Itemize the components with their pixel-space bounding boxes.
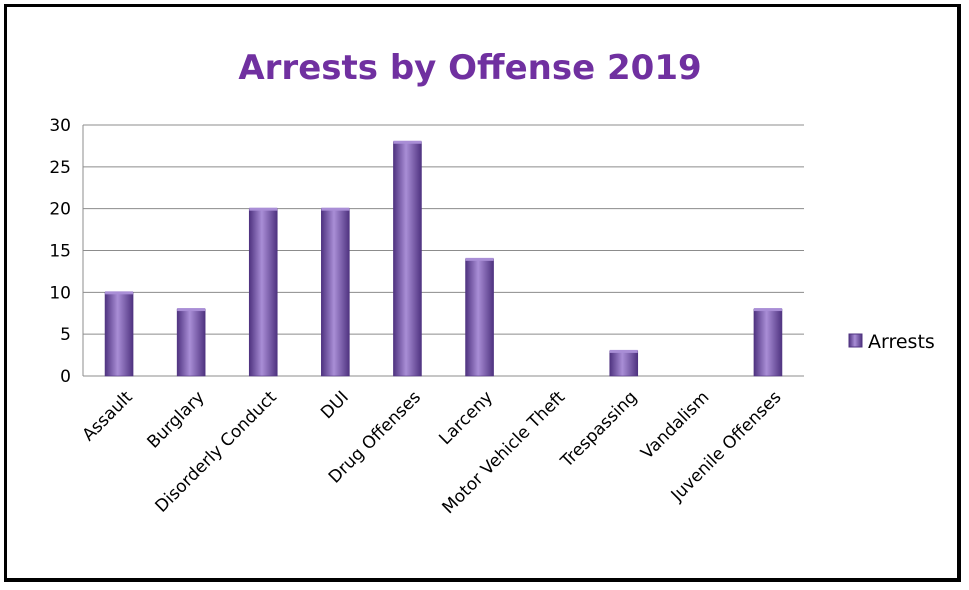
bars — [104, 140, 783, 377]
chart-title: Arrests by Offense 2019 — [238, 48, 701, 88]
legend-label-arrests: Arrests — [868, 331, 935, 353]
y-tick-label: 15 — [49, 242, 71, 262]
y-axis-ticks: 0 5 10 15 20 25 30 — [49, 116, 71, 387]
bar — [104, 292, 134, 377]
bar-top — [105, 291, 134, 295]
x-tick-label: Disorderly Conduct — [152, 387, 282, 517]
bar — [465, 258, 494, 377]
x-tick-label: Burglary — [144, 387, 209, 452]
bar-top — [393, 140, 422, 144]
x-tick-label: Assault — [79, 387, 137, 445]
y-tick-label: 20 — [49, 200, 71, 220]
bar — [321, 208, 350, 377]
legend: Arrests — [848, 331, 935, 353]
bar-top — [753, 308, 782, 312]
bar-top — [249, 207, 278, 211]
chart-frame: Arrests by Offense 2019 0 5 10 15 20 25 30 Ass… — [4, 4, 961, 582]
bar-top — [465, 257, 494, 261]
bar-chart: Arrests by Offense 2019 0 5 10 15 20 25 30 Ass… — [49, 48, 935, 518]
x-tick-label: DUI — [317, 387, 353, 423]
x-tick-label: Larceny — [435, 387, 497, 449]
y-tick-label: 5 — [60, 325, 71, 345]
y-tick-label: 10 — [49, 283, 71, 303]
bar — [393, 141, 422, 377]
bar — [753, 308, 783, 377]
x-tick-label: Motor Vehicle Theft — [439, 387, 570, 518]
y-tick-label: 0 — [60, 367, 71, 387]
bar — [176, 308, 206, 377]
y-tick-label: 30 — [49, 116, 71, 136]
legend-swatch — [848, 333, 863, 348]
y-tick-label: 25 — [49, 158, 71, 178]
x-tick-label: Trespassing — [556, 387, 641, 472]
bar — [609, 350, 639, 377]
bar — [248, 208, 278, 377]
bar-top — [321, 207, 350, 211]
bar-top — [177, 308, 206, 312]
bar-top — [609, 349, 638, 353]
x-tick-label: Vandalism — [637, 387, 713, 463]
